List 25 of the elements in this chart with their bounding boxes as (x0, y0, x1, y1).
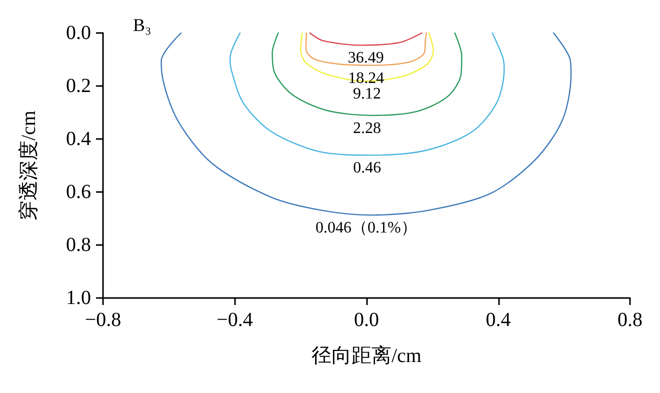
line-series (305, 32, 428, 66)
line-series (160, 32, 572, 216)
y-tick-label: 0.2 (66, 75, 91, 97)
line-series (309, 32, 422, 46)
x-tick-label: 0.8 (618, 309, 642, 331)
x-tick-label: 0.0 (354, 309, 379, 331)
x-axis-title: 径向距离/cm (312, 345, 422, 367)
x-tick-label: 0.4 (486, 309, 511, 331)
line-series (272, 32, 462, 116)
y-tick-label: 1.0 (66, 287, 91, 309)
y-axis-title: 穿透深度/cm (18, 110, 40, 220)
annotation: B₃ (133, 15, 152, 35)
series-label: 0.046（0.1%） (316, 220, 417, 237)
x-tick-label: −0.8 (84, 309, 122, 331)
y-tick-label: 0.4 (66, 128, 91, 150)
y-tick-label: 0.6 (66, 181, 91, 203)
line-series (300, 32, 434, 82)
x-tick-label: −0.4 (216, 309, 253, 331)
series-label: 9.12 (352, 86, 381, 103)
y-tick-label: 0.0 (66, 22, 91, 44)
line-series (230, 32, 505, 156)
series-label: 2.28 (352, 120, 381, 137)
y-tick-label: 0.8 (66, 234, 91, 256)
series-label: 36.49 (348, 50, 384, 67)
series-label: 0.46 (353, 160, 382, 177)
